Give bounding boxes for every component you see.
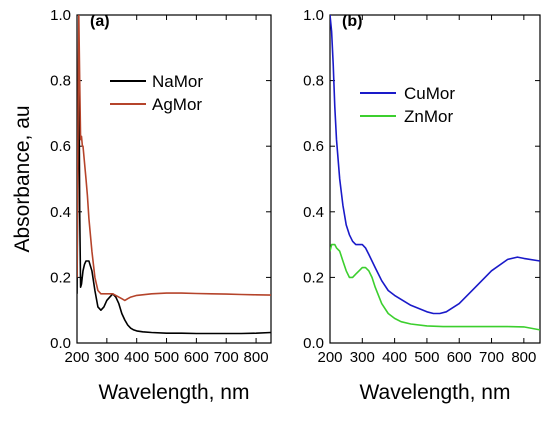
x-tick-label: 600 (184, 349, 209, 366)
x-tick-label: 500 (154, 349, 179, 366)
y-tick-label: 0.4 (303, 204, 324, 221)
x-tick-label: 400 (124, 349, 149, 366)
y-tick-label: 0.2 (50, 269, 71, 286)
legend-label: NaMor (152, 72, 203, 91)
panel-label: (a) (90, 13, 110, 30)
panel-label: (b) (342, 13, 362, 30)
x-tick-label: 800 (244, 349, 269, 366)
y-tick-label: 0.0 (50, 335, 71, 352)
y-tick-label: 0.6 (303, 138, 324, 155)
x-axis-title: Wavelength, nm (360, 381, 511, 404)
series-line-agmor (77, 15, 271, 302)
series-line-cumor (330, 15, 540, 315)
x-tick-label: 400 (382, 349, 407, 366)
x-tick-label: 200 (64, 349, 89, 366)
plot-frame (329, 14, 541, 344)
y-tick-label: 0.8 (50, 73, 71, 90)
y-tick-label: 0.6 (50, 138, 71, 155)
x-tick-label: 700 (479, 349, 504, 366)
x-axis-title: Wavelength, nm (99, 381, 250, 404)
x-tick-label: 600 (447, 349, 472, 366)
panel-a: 200 300 400 500 600 700 800 0.0 0.2 0.4 0.6 0.8 1.0 W… (50, 7, 272, 404)
y-tick-label: 0.2 (303, 269, 324, 286)
y-axis-title: Absorbance, au (11, 105, 34, 252)
legend-label: AgMor (152, 95, 202, 114)
x-tick-label: 300 (94, 349, 119, 366)
x-tick-label: 800 (511, 349, 536, 366)
panel-b: 200 300 400 500 600 700 800 0.0 0.2 0.4 0.6 0.8 1.0 W… (303, 7, 541, 404)
x-tick-label: 700 (214, 349, 239, 366)
y-tick-label: 0.4 (50, 204, 71, 221)
legend-label: CuMor (404, 84, 455, 103)
legend-label: ZnMor (404, 107, 453, 126)
x-tick-label: 200 (317, 349, 342, 366)
y-tick-label: 0.8 (303, 73, 324, 90)
series-line-znmor (330, 243, 540, 331)
x-tick-label: 500 (414, 349, 439, 366)
y-tick-label: 0.0 (303, 335, 324, 352)
x-tick-label: 300 (350, 349, 375, 366)
y-tick-label: 1.0 (50, 7, 71, 24)
y-tick-label: 1.0 (303, 7, 324, 24)
